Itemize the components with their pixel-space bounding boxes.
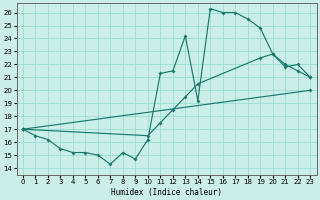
X-axis label: Humidex (Indice chaleur): Humidex (Indice chaleur) <box>111 188 222 197</box>
